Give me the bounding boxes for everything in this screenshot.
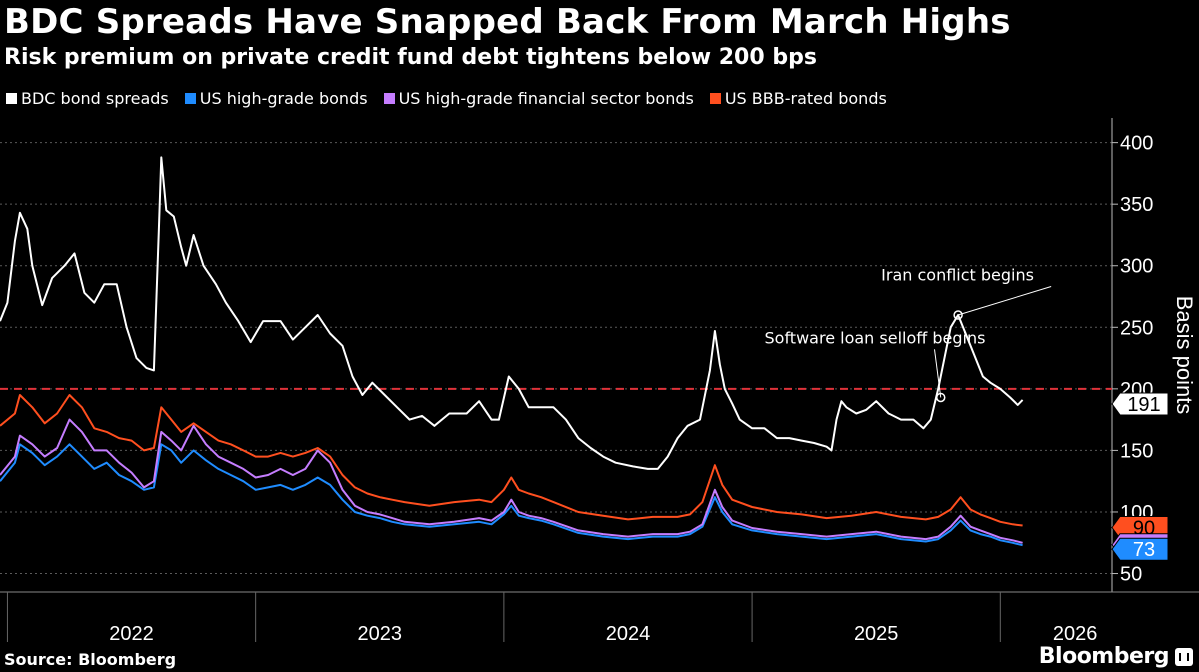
y-tick-label-400: 400 — [1120, 133, 1153, 155]
annotation-label-0: Iran conflict begins — [881, 266, 1034, 285]
annotation-label-1: Software loan selloff begins — [765, 328, 986, 347]
legend-label-financial: US high-grade financial sector bonds — [398, 89, 694, 108]
y-tick-label-50: 50 — [1120, 564, 1142, 586]
legend-item-high-grade: US high-grade bonds — [184, 89, 368, 108]
legend-swatch-bdc — [6, 93, 17, 104]
source-note: Source: Bloomberg — [4, 650, 177, 669]
annotation-marker-0 — [953, 310, 963, 320]
value-tag-high-grade-shape — [1111, 537, 1169, 561]
series-line-0 — [0, 156, 1024, 470]
legend-item-bdc: BDC bond spreads — [6, 89, 169, 108]
series-line-1 — [0, 443, 1023, 547]
annotation-marker-1 — [935, 392, 946, 403]
brand-logo: Bloomberg — [1038, 644, 1170, 669]
series-line-2 — [0, 418, 1023, 544]
value-tag-high-grade-text: 73 — [1133, 539, 1155, 561]
legend: BDC bond spreads US high-grade bonds US … — [6, 89, 887, 108]
legend-swatch-financial — [383, 93, 395, 104]
y-tick-label-150: 150 — [1120, 440, 1153, 462]
value-tag-bdc-shape — [1111, 392, 1169, 416]
annotation-leader-0 — [957, 286, 1052, 316]
legend-swatch-bbb — [709, 93, 721, 104]
x-tick-label-2024: 2024 — [606, 623, 651, 645]
legend-label-bbb: US BBB-rated bonds — [724, 89, 887, 108]
x-tick-label-2026: 2026 — [1053, 623, 1098, 645]
y-tick-label-300: 300 — [1120, 256, 1153, 278]
chart-title: BDC Spreads Have Snapped Back From March… — [4, 2, 1011, 42]
x-tick-label-2025: 2025 — [854, 623, 899, 645]
legend-label-high-grade: US high-grade bonds — [199, 89, 368, 108]
legend-label-bdc: BDC bond spreads — [21, 89, 169, 108]
legend-item-financial: US high-grade financial sector bonds — [383, 89, 694, 108]
annotation-leader-1 — [934, 349, 942, 398]
x-tick-label-2022: 2022 — [109, 623, 154, 645]
y-tick-label-250: 250 — [1120, 317, 1153, 339]
value-tag-bdc-text: 191 — [1127, 394, 1160, 416]
bloomberg-icon — [1175, 648, 1193, 666]
value-tag-bdc: 191 — [1111, 392, 1169, 416]
series-line-3 — [0, 394, 1023, 527]
y-axis-label: Basis points — [1172, 296, 1197, 415]
chart-subtitle: Risk premium on private credit fund debt… — [4, 45, 817, 70]
value-tag-high-grade: 73 — [1111, 537, 1169, 561]
legend-item-bbb: US BBB-rated bonds — [709, 89, 887, 108]
x-tick-label-2023: 2023 — [358, 623, 403, 645]
y-tick-label-350: 350 — [1120, 194, 1153, 216]
legend-swatch-high-grade — [184, 93, 196, 104]
